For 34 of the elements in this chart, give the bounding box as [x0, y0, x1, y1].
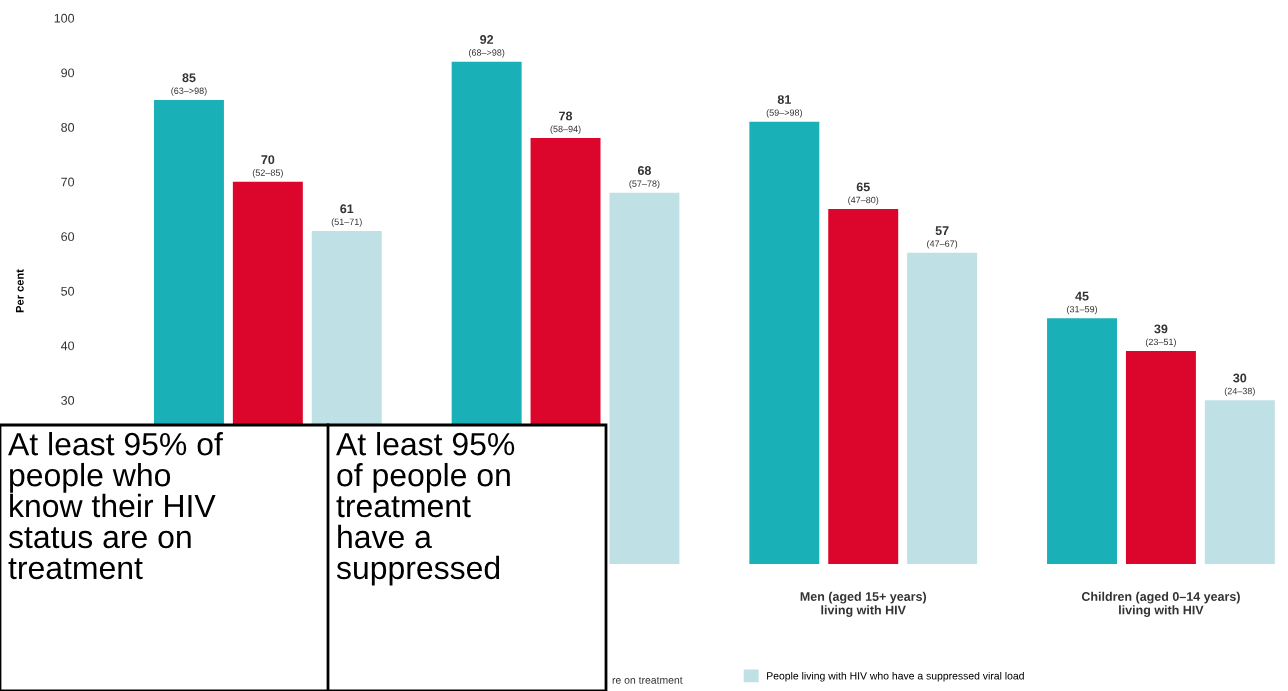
y-tick-label: 50 [61, 286, 75, 296]
legend-label: People living with HIV who have a suppressed viral load [767, 671, 1024, 682]
data-label: 45 (31–59) [1067, 291, 1098, 315]
y-tick-label: 100 [54, 13, 75, 23]
bar [1047, 318, 1118, 564]
bar [749, 121, 820, 564]
data-label: 85 (63–>98) [171, 73, 207, 96]
annotation: At least 95% of people who know their HIV status are on treatment [8, 432, 223, 580]
bar [609, 192, 680, 564]
y-tick-label: 60 [61, 232, 75, 242]
bar [828, 209, 899, 564]
text: re on treatment [612, 676, 683, 684]
x-tick-label: Children (aged 0–14 years) living with HIV [1081, 591, 1240, 617]
data-label: 70 (52–85) [252, 155, 283, 178]
y-tick-label: 30 [61, 396, 75, 405]
data-label: 78 (58–94) [550, 111, 581, 134]
data-label: 39 (23–51) [1145, 324, 1176, 347]
data-label: 65 (47–80) [848, 182, 879, 205]
bar [907, 252, 978, 564]
data-label: 68 (57–78) [629, 166, 660, 189]
annotation: At least 95% of people on treatment have a suppressed [336, 432, 515, 586]
y-tick-label: 80 [61, 123, 75, 132]
data-label: 61 (51–71) [331, 204, 362, 227]
bar [1125, 351, 1196, 564]
data-label: 57 (47–67) [927, 226, 958, 249]
y-tick-label: 70 [61, 177, 75, 187]
data-label: 30 (24–38) [1224, 373, 1255, 397]
data-label: 81 (59–>98) [766, 95, 802, 118]
y-axis-title: Per cent [15, 269, 24, 313]
bar [1204, 400, 1275, 564]
y-tick-label: 40 [60, 341, 75, 351]
data-label: 92 (68–>98) [469, 35, 505, 58]
y-tick-label: 90 [61, 68, 75, 78]
x-tick-label: Men (aged 15+ years) living with HIV [800, 591, 927, 617]
